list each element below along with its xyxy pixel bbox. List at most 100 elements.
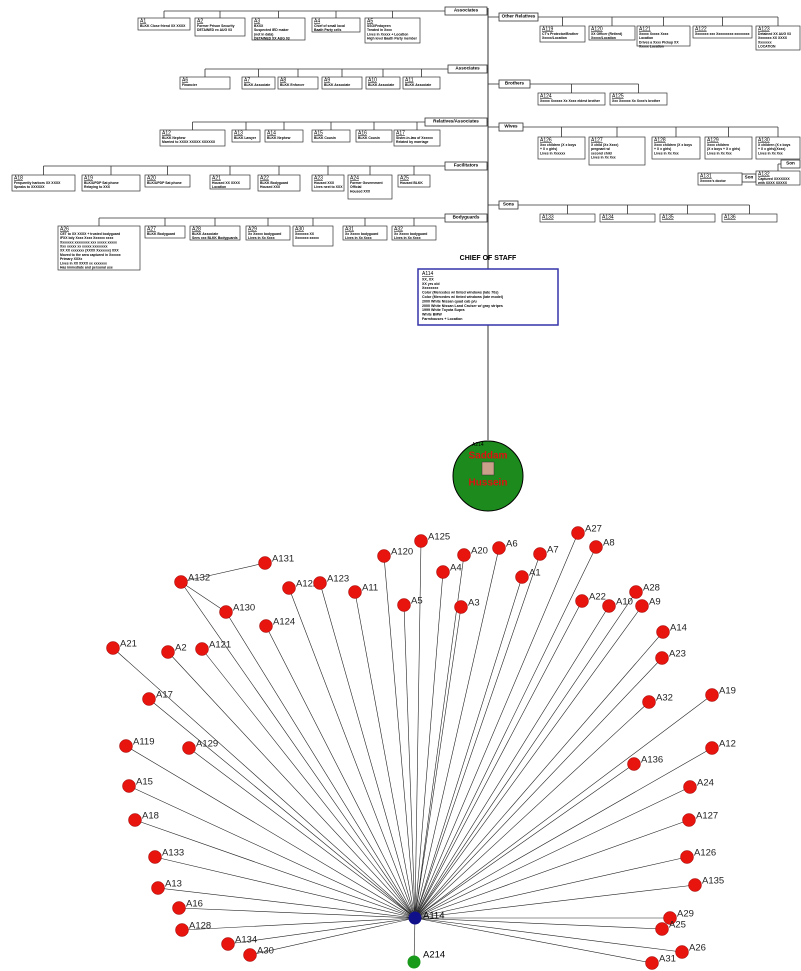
person-id: A135 xyxy=(662,214,674,220)
edge xyxy=(415,554,540,918)
edge xyxy=(415,702,649,918)
network-node xyxy=(681,851,694,864)
person-detail: BLKK Cousin xyxy=(314,136,336,140)
network-node xyxy=(689,879,702,892)
person-detail: Relaying to XXX xyxy=(84,185,111,189)
node-label: A11 xyxy=(362,582,378,593)
node-label: A29 xyxy=(677,908,694,919)
chief-detail: Farmhouses + Location xyxy=(422,317,462,321)
person-detail: Housed XXX xyxy=(260,185,281,189)
group-label: Facilitators xyxy=(454,163,479,168)
person-id: A133 xyxy=(542,214,554,220)
edge xyxy=(414,918,415,962)
network-node xyxy=(120,740,133,753)
person-detail: Has immediate and personal use xyxy=(60,266,113,270)
network-node xyxy=(643,696,656,709)
group-label: Son xyxy=(745,175,754,180)
chief-detail: 2000 White Nissan quad cab p/u xyxy=(422,299,477,303)
person-detail: Financier xyxy=(182,83,198,87)
edge xyxy=(415,572,443,918)
person-detail: Lives in Xx Xxx xyxy=(758,151,783,155)
person-detail: Location xyxy=(212,185,226,189)
person-detail: Lives in Xx Xxx xyxy=(591,156,616,160)
person-detail: Xxxxx/Location xyxy=(542,36,567,40)
network-node xyxy=(173,902,186,915)
network-node xyxy=(283,582,296,595)
person-detail: BLKK Nephew xyxy=(267,136,291,140)
group-label: Son xyxy=(786,161,795,166)
network-node xyxy=(455,601,468,614)
network-node xyxy=(706,689,719,702)
person-detail: Lives in Xx Xxx xyxy=(707,151,732,155)
node-label: A27 xyxy=(585,523,602,534)
edge xyxy=(415,918,682,952)
node-label: A22 xyxy=(589,591,606,602)
node-label: A5 xyxy=(411,595,423,606)
person-detail: BLKK Associate xyxy=(324,83,350,87)
network-node xyxy=(129,814,142,827)
group-label: Sons xyxy=(503,202,515,207)
node-label: A8 xyxy=(603,537,615,548)
network-node xyxy=(152,882,165,895)
person-detail: Lives next to XXX xyxy=(314,185,343,189)
person-detail: Sees xxx BLKK Bodyguards xyxy=(192,236,238,240)
chief-detail: XX yrs old xyxy=(422,282,440,286)
network-node xyxy=(646,957,659,970)
edge xyxy=(415,533,578,918)
network-node xyxy=(493,542,506,555)
person-detail: BLKK Associate xyxy=(368,83,394,87)
node-label: A1 xyxy=(529,567,541,578)
node-label: A120 xyxy=(391,546,413,557)
hub-node xyxy=(409,912,422,925)
person-detail: Baath Party cells xyxy=(314,28,341,32)
network-node xyxy=(437,566,450,579)
node-label: A127 xyxy=(696,810,718,821)
edge xyxy=(415,918,662,929)
node-label: A129 xyxy=(196,738,218,749)
node-label: A126 xyxy=(694,847,716,858)
person-detail: BLKK Close friend XX XXXX xyxy=(140,24,186,28)
node-label: A133 xyxy=(162,847,184,858)
edge xyxy=(182,918,415,930)
person-detail: BLK/UPDP Sat phone xyxy=(147,181,182,185)
node-label: A2 xyxy=(175,642,187,653)
edge xyxy=(415,918,652,963)
group-label: Brothers xyxy=(505,81,525,86)
node-label: A125 xyxy=(428,531,450,542)
group-label: Relatives/Associates xyxy=(433,119,479,124)
person-detail: Xxxxxxx xxx Xxxxxxxxx xxxxxxxx xyxy=(695,32,750,36)
node-label: A19 xyxy=(719,685,736,696)
edge xyxy=(404,605,415,918)
node-label: A16 xyxy=(186,898,203,909)
chief-detail: Xxxxxxxx xyxy=(422,286,438,290)
chief-detail: 1999 White Toyota Supra xyxy=(422,308,465,312)
chief-detail: XX, XX xyxy=(422,277,434,281)
node-label: A130 xyxy=(233,602,255,613)
network-node xyxy=(590,541,603,554)
node-label: A3 xyxy=(468,597,480,608)
chief-detail: Color (Mercedes w/ tinted windows (late … xyxy=(422,295,504,299)
network-node xyxy=(657,626,670,639)
network-node xyxy=(314,577,327,590)
node-label: A132 xyxy=(188,572,210,583)
person-detail: Speaks to XXXXXX xyxy=(14,185,45,189)
network-node xyxy=(534,548,547,561)
person-detail: Related by marriage xyxy=(396,140,429,144)
person-id: A136 xyxy=(724,214,736,220)
network-node xyxy=(107,642,120,655)
edge xyxy=(415,632,663,918)
node-label: A14 xyxy=(670,622,687,633)
node-label: A136 xyxy=(641,754,663,765)
network-node xyxy=(603,600,616,613)
edge xyxy=(415,606,642,918)
edge xyxy=(181,582,415,918)
chief-detail: Color (Mercedes w/ tinted windows (late … xyxy=(422,291,499,295)
group-label: Associates xyxy=(455,66,480,71)
person-detail: Lives in Xx Xxxx xyxy=(345,236,372,240)
node-label: A119 xyxy=(133,736,154,747)
person-detail: with XXXX XXXXX xyxy=(757,181,788,185)
chief-detail: 2000 White Nissan Land Cruiser w/ gray s… xyxy=(422,304,503,308)
network-node xyxy=(349,586,362,599)
network-node xyxy=(260,620,273,633)
network-node xyxy=(259,557,272,570)
